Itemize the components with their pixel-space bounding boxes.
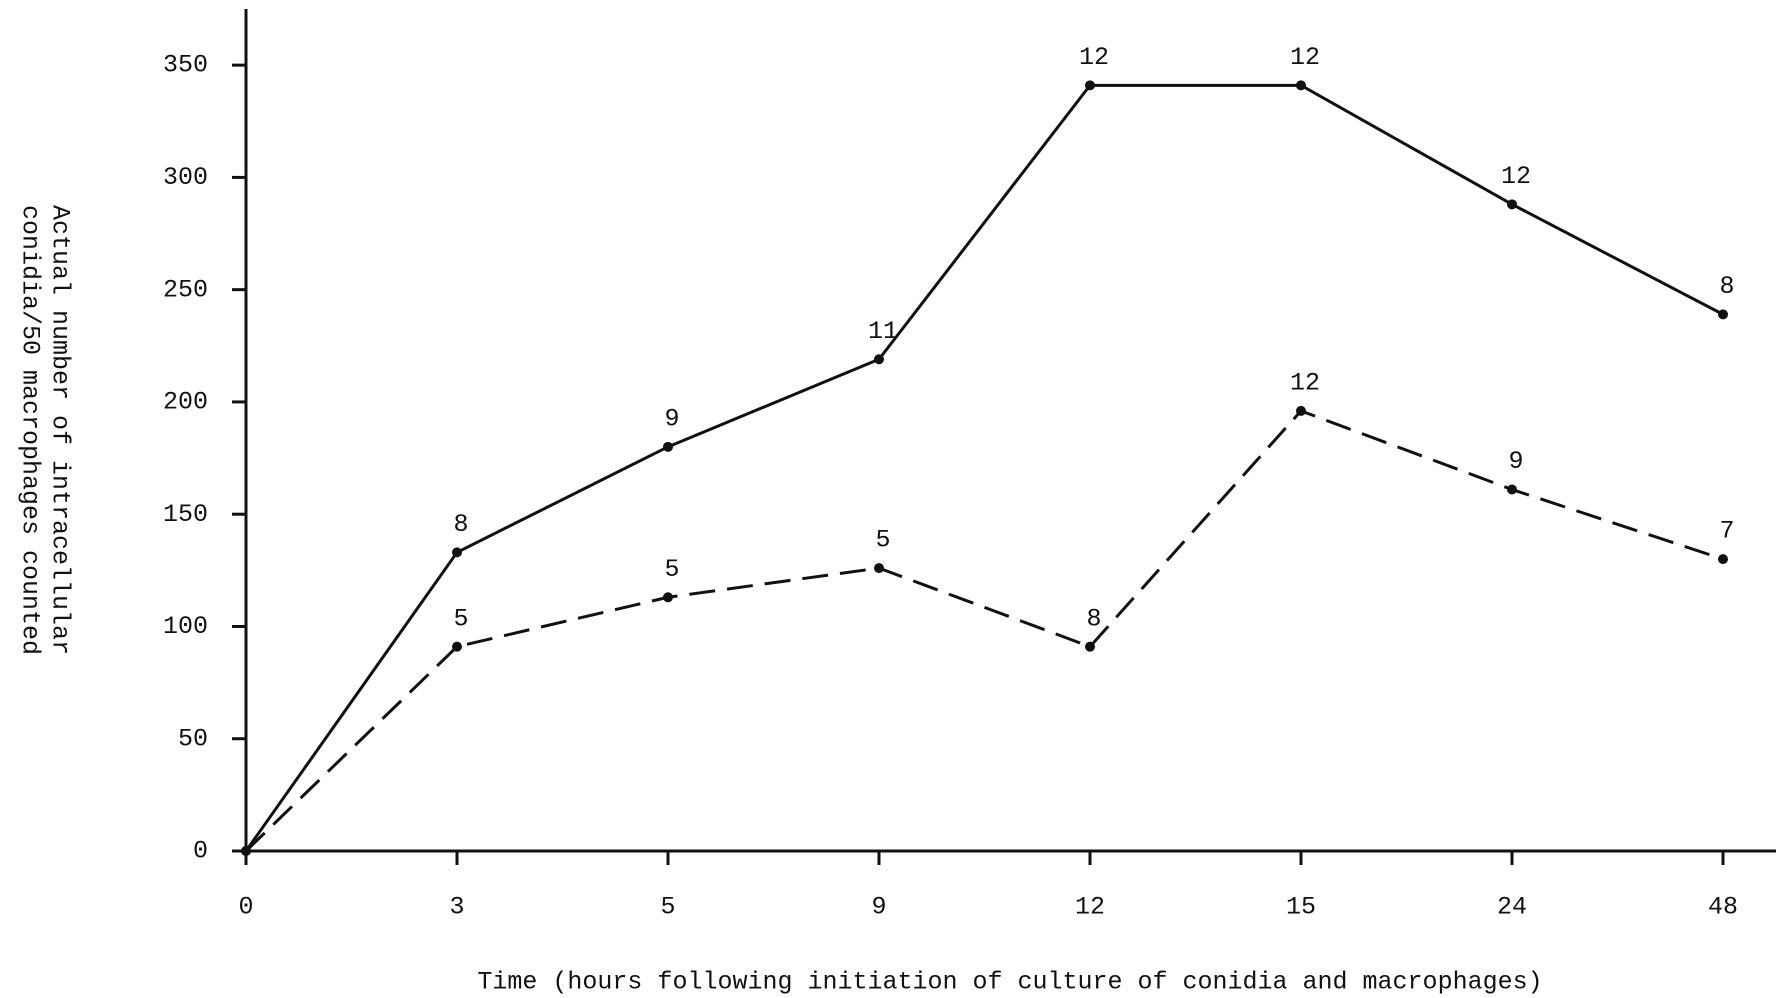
data-point: [1085, 641, 1095, 652]
x-axis-label: Time (hours following initiation of cult…: [477, 968, 1542, 997]
data-point: [1718, 554, 1728, 565]
y-tick-label: 0: [193, 837, 208, 866]
x-tick-label: 5: [660, 893, 675, 922]
y-axis-label-line: conidia/50 macrophages counted: [15, 205, 44, 655]
point-label: 12: [1079, 43, 1109, 72]
x-tick-label: 24: [1497, 893, 1527, 922]
point-label: 9: [664, 404, 679, 433]
data-point: [1507, 199, 1517, 210]
data-point: [1296, 80, 1306, 91]
point-label: 5: [664, 555, 679, 584]
data-point: [241, 846, 251, 856]
point-label: 5: [453, 604, 468, 633]
point-label: 7: [1719, 517, 1734, 546]
series-line: [244, 409, 1724, 853]
data-point: [452, 641, 462, 652]
y-tick-label: 100: [163, 612, 208, 641]
y-tick-label: 300: [163, 163, 208, 192]
data-point: [1296, 405, 1306, 416]
series-line: [244, 83, 1724, 852]
y-tick-label: 150: [163, 500, 208, 529]
y-tick-label: 250: [163, 275, 208, 304]
point-label: 12: [1290, 43, 1320, 72]
point-label: 8: [1086, 604, 1101, 633]
x-tick-label: 9: [871, 893, 886, 922]
x-tick-label: 12: [1075, 893, 1105, 922]
data-point: [1507, 484, 1517, 495]
y-axis-label-line: Actual number of intracellular: [45, 205, 74, 655]
y-tick-label: 50: [178, 724, 208, 753]
x-tick-label: 0: [238, 893, 253, 922]
point-label: 11: [868, 317, 898, 346]
data-point: [874, 354, 884, 365]
x-tick-label: 48: [1708, 893, 1738, 922]
data-point: [1085, 80, 1095, 91]
y-tick-label: 200: [163, 388, 208, 417]
data-point: [663, 592, 673, 603]
data-point: [874, 563, 884, 574]
point-label: 8: [1719, 272, 1734, 301]
point-label: 5: [875, 526, 890, 555]
y-axis-label: Actual number of intracellular conidia/5…: [15, 205, 74, 655]
point-label: 8: [453, 510, 468, 539]
x-tick-label: 15: [1286, 893, 1316, 922]
data-point: [663, 441, 673, 452]
y-tick-label: 350: [163, 51, 208, 80]
data-point: [1718, 309, 1728, 320]
point-label: 12: [1290, 369, 1320, 398]
point-label: 12: [1501, 162, 1531, 191]
x-tick-label: 3: [449, 893, 464, 922]
data-point: [452, 547, 462, 558]
point-label: 9: [1508, 447, 1523, 476]
